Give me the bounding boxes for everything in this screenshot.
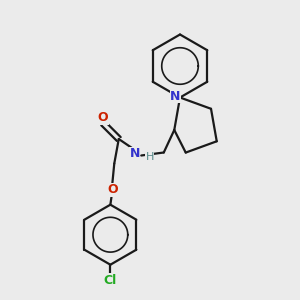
Text: O: O	[107, 183, 118, 196]
Text: O: O	[97, 112, 108, 124]
Text: H: H	[146, 152, 154, 162]
Text: Cl: Cl	[104, 274, 117, 287]
Text: N: N	[170, 89, 181, 103]
Text: N: N	[129, 147, 140, 160]
